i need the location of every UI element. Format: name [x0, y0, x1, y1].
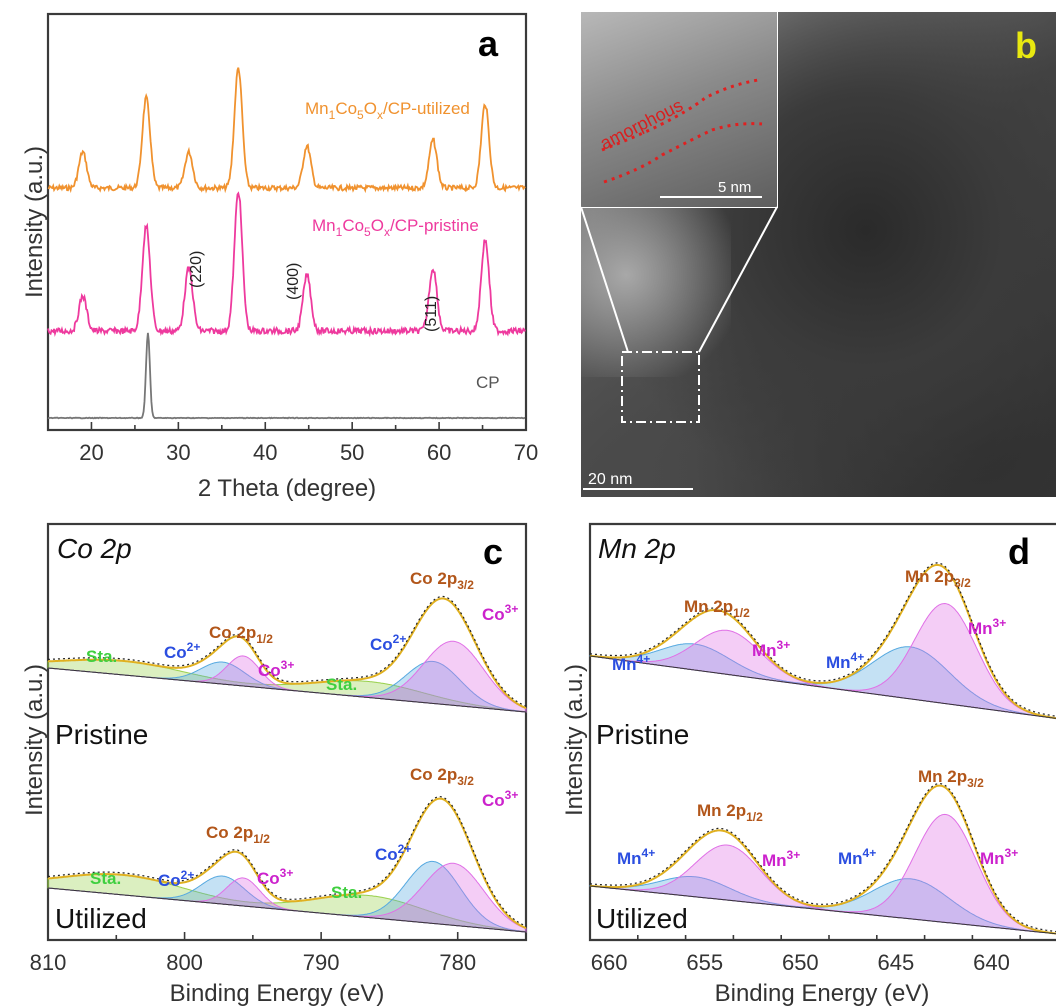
d-pristine-background	[589, 655, 1056, 719]
c-bot-sat-1: Sta.	[90, 869, 121, 888]
inset-zoom-line-left	[580, 206, 629, 353]
amorphous-boundary-lower	[603, 122, 763, 184]
xtick-label: 810	[30, 950, 67, 975]
c-bot-co2-1: Co2+	[158, 868, 194, 890]
panel-a-letter: a	[478, 23, 499, 64]
tem-light-region	[581, 207, 731, 377]
panel-d: 660 655 650 645 640 Mn 2p d Pristine Utilize…	[561, 522, 1056, 1007]
d-top-mn3-2: Mn3+	[968, 616, 1006, 638]
d-bot-mn3-2: Mn3+	[980, 846, 1018, 868]
c-top-sat-1: Sta.	[86, 647, 117, 666]
c-top-co3-1: Co3+	[258, 658, 294, 680]
legend-pristine: Mn1Co5Ox/CP-pristine	[312, 216, 479, 239]
c-pristine-co3	[47, 640, 527, 713]
inset-zoom-line-right	[698, 206, 778, 353]
a-xtick-label: 40	[253, 440, 277, 465]
d-top-2p32: Mn 2p3/2	[905, 567, 971, 590]
c-pristine-raw-data	[47, 595, 527, 707]
xtick-label: 800	[166, 950, 203, 975]
c-top-co2-1: Co2+	[164, 640, 200, 662]
tem-image	[581, 12, 1056, 497]
panel-c: 810 800 790 780 Co 2p c Pristine Utilized I…	[21, 522, 528, 1007]
c-utilized-raw-data	[48, 796, 527, 927]
panel-b: amorphous 5 nm 20 nm b	[580, 25, 1037, 490]
peak-label-511: (511)	[423, 296, 440, 332]
c-top-2p12: Co 2p1/2	[209, 623, 273, 646]
xtick-label: 660	[591, 950, 628, 975]
c-top-co3-2: Co3+	[482, 602, 518, 624]
scale-label: 20 nm	[588, 471, 632, 488]
panel-d-letter: d	[1008, 531, 1030, 572]
d-top-mn4-1: Mn4+	[612, 652, 650, 674]
d-bot-mn4-2: Mn4+	[838, 846, 876, 868]
panel-d-state-bottom: Utilized	[596, 903, 688, 934]
c-top-sat-2: Sta.	[326, 675, 357, 694]
panel-b-letter: b	[1015, 25, 1037, 66]
c-pristine-background	[47, 667, 527, 713]
panel-d-state-top: Pristine	[596, 719, 689, 750]
panel-a-ylabel: Intensity (a.u.)	[21, 146, 48, 298]
xtick-label: 650	[782, 950, 819, 975]
peak-label-220: (220)	[188, 251, 205, 288]
inset-scale-label: 5 nm	[718, 179, 751, 196]
a-xtick-label: 30	[166, 440, 190, 465]
series-pristine	[47, 191, 526, 338]
c-bot-2p32: Co 2p3/2	[410, 765, 474, 788]
panel-c-state-bottom: Utilized	[55, 903, 147, 934]
panel-d-xlabel: Binding Energy (eV)	[715, 980, 930, 1007]
a-xtick-label: 70	[514, 440, 538, 465]
c-pristine-envelope	[47, 597, 527, 710]
c-top-2p32: Co 2p3/2	[410, 569, 474, 592]
panel-a: 20 30 40 50 60 70 a Intensity (a.u.) 2 Theta …	[21, 12, 538, 502]
panel-c-xlabel: Binding Energy (eV)	[170, 980, 385, 1007]
d-utilized-envelope	[589, 784, 1056, 935]
a-xtick-label: 50	[340, 440, 364, 465]
panel-a-xlabel: 2 Theta (degree)	[198, 475, 376, 502]
d-top-2p12: Mn 2p1/2	[684, 597, 750, 620]
c-bot-sat-2: Sta.	[331, 883, 362, 902]
panel-c-state-top: Pristine	[55, 719, 148, 750]
d-pristine-envelope	[589, 563, 1056, 720]
xtick-label: 655	[686, 950, 723, 975]
panel-c-letter: c	[483, 531, 503, 572]
zoom-region-box	[621, 351, 700, 423]
d-top-mn3-1: Mn3+	[752, 638, 790, 660]
c-top-co2-2: Co2+	[370, 632, 406, 654]
xtick-label: 645	[878, 950, 915, 975]
legend-utilized: Mn1Co5Ox/CP-utilized	[305, 99, 470, 122]
tem-inset	[581, 12, 778, 208]
xtick-label: 640	[973, 950, 1010, 975]
c-bot-2p12: Co 2p1/2	[206, 823, 270, 846]
a-xtick-label: 20	[79, 440, 103, 465]
a-xtick-label: 60	[427, 440, 451, 465]
d-pristine-raw-data	[589, 562, 1056, 717]
series-utilized	[47, 67, 526, 194]
d-bot-2p12: Mn 2p1/2	[697, 801, 763, 824]
c-bot-co2-2: Co2+	[375, 842, 411, 864]
panel-c-element: Co 2p	[57, 533, 132, 564]
c-bot-co3-2: Co3+	[482, 788, 518, 810]
panel-d-element: Mn 2p	[598, 533, 676, 564]
series-cp	[47, 332, 526, 420]
c-utilized-envelope	[48, 797, 527, 930]
peak-label-400: (400)	[285, 263, 302, 300]
amorphous-label: amorphous	[597, 95, 686, 154]
c-utilized-background	[47, 887, 527, 933]
d-top-mn4-2: Mn4+	[826, 650, 864, 672]
panel-c-ylabel: Intensity (a.u.)	[21, 664, 48, 816]
panel-d-ylabel: Intensity (a.u.)	[561, 664, 588, 816]
xtick-label: 790	[303, 950, 340, 975]
legend-cp: CP	[476, 373, 500, 392]
panel-d-frame	[588, 522, 1056, 942]
d-utilized-background	[589, 885, 1056, 935]
d-bot-mn4-1: Mn4+	[617, 846, 655, 868]
d-bot-mn3-1: Mn3+	[762, 848, 800, 870]
c-bot-co3-1: Co3+	[257, 866, 293, 888]
xtick-label: 780	[439, 950, 476, 975]
panel-c-frame	[46, 522, 528, 942]
panel-a-frame	[46, 12, 528, 432]
d-bot-2p32: Mn 2p3/2	[918, 767, 984, 790]
